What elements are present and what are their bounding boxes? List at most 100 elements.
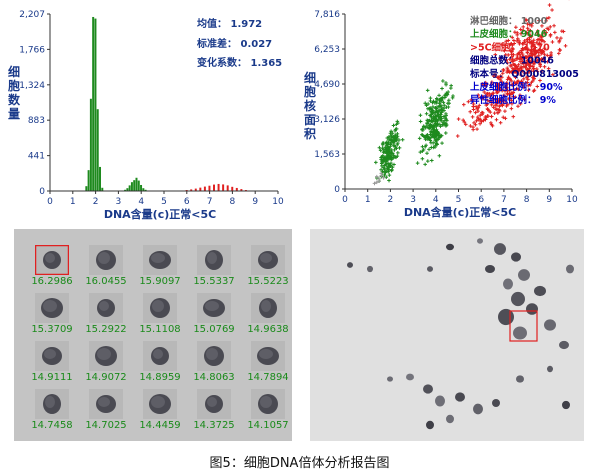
cell-thumbnail[interactable]: 15.9097 — [134, 243, 186, 295]
scatter-point — [444, 123, 449, 127]
scatter-point — [511, 52, 516, 57]
cell-dna-value: 14.8959 — [139, 372, 181, 383]
scatter-point — [440, 86, 444, 91]
scatter-point — [505, 77, 510, 82]
cell-thumbnail[interactable]: 15.1108 — [134, 291, 186, 343]
scatter-point — [552, 23, 556, 28]
scatter-point — [446, 90, 450, 94]
histogram-y-axis-label-4: 量 — [8, 107, 20, 121]
histogram-x-tick-label: 9 — [252, 197, 258, 207]
scatter-point — [475, 107, 479, 111]
cell-thumbnail[interactable]: 14.9072 — [80, 339, 132, 391]
cell-thumbnail[interactable]: 15.3709 — [26, 291, 78, 343]
cell-dna-value: 15.0769 — [193, 324, 235, 335]
scatter-point — [514, 25, 518, 30]
scatter-point — [442, 103, 446, 108]
scatter-point — [509, 98, 514, 103]
scatter-point — [544, 16, 549, 21]
scatter-point — [381, 176, 386, 180]
scatter-point — [394, 122, 399, 127]
scatter-point — [488, 94, 492, 98]
histogram-bar — [240, 189, 243, 191]
scatter-point — [504, 58, 509, 63]
scatter-point — [438, 133, 442, 138]
scatter-point — [530, 49, 534, 54]
scatter-point — [527, 28, 531, 33]
cell-thumbnail[interactable]: 14.7025 — [80, 387, 132, 439]
scatter-point — [503, 116, 508, 121]
cell-thumbnail[interactable]: 14.7458 — [26, 387, 78, 439]
cell-thumbnail[interactable]: 14.7894 — [242, 339, 294, 391]
scatter-point — [427, 137, 432, 141]
scatter-point — [535, 30, 540, 35]
scatter-point — [442, 108, 446, 113]
scatter-point — [481, 95, 486, 100]
scatter-point — [519, 57, 524, 61]
cell-thumbnail[interactable]: 14.8063 — [188, 339, 240, 391]
microscope-cell — [446, 414, 454, 424]
scatter-point — [540, 38, 544, 43]
microscope-cell — [367, 265, 373, 273]
dna-scatter-plot: 细 胞 核 面 积 0 1,563 3,126 4,690 6,253 7,816 0 1 2… — [304, 0, 579, 219]
scatter-point — [463, 122, 468, 127]
cell-thumbnail[interactable]: 16.2986 — [26, 243, 78, 295]
scatter-point — [545, 53, 550, 58]
scatter-point — [516, 79, 520, 83]
scatter-point — [477, 103, 482, 108]
scatter-point — [387, 162, 391, 167]
scatter-point — [434, 106, 439, 111]
scatter-legend-entry: 异性细胞比例： 9% — [470, 94, 556, 106]
scatter-point — [538, 37, 542, 41]
scatter-point — [385, 136, 390, 140]
scatter-point — [418, 113, 423, 118]
cell-thumbnail[interactable]: 15.2922 — [80, 291, 132, 343]
scatter-x-tick-label: 2 — [388, 195, 394, 205]
scatter-point — [491, 91, 495, 95]
scatter-point — [400, 137, 405, 142]
scatter-point — [393, 133, 397, 137]
scatter-point — [524, 55, 528, 60]
scatter-point — [498, 56, 502, 61]
scatter-point — [435, 118, 439, 123]
scatter-y-axis-label-5: 积 — [304, 126, 316, 141]
scatter-point — [539, 57, 544, 61]
cell-thumbnail[interactable]: 14.9111 — [26, 339, 78, 391]
histogram-bar — [87, 170, 90, 191]
cell-thumbnail[interactable]: 14.3725 — [188, 387, 240, 439]
microscope-cell — [547, 365, 553, 373]
scatter-point — [444, 82, 448, 87]
cell-thumbnail[interactable]: 14.1057 — [242, 387, 294, 439]
scatter-point — [476, 116, 481, 121]
scatter-point — [551, 72, 555, 77]
scatter-point — [504, 101, 508, 105]
scatter-point — [483, 117, 488, 122]
scatter-point — [515, 36, 520, 41]
scatter-point — [485, 94, 489, 99]
histogram-bar — [96, 109, 99, 191]
scatter-point — [476, 109, 480, 113]
scatter-x-tick-label: 9 — [546, 195, 552, 205]
scatter-point — [498, 77, 503, 82]
scatter-point — [559, 36, 563, 40]
cell-thumbnail[interactable]: 15.5337 — [188, 243, 240, 295]
cell-thumbnail[interactable]: 15.0769 — [188, 291, 240, 343]
scatter-point — [542, 52, 547, 57]
scatter-point — [522, 97, 527, 102]
cell-thumbnail[interactable]: 14.9638 — [242, 291, 294, 343]
cell-thumbnail[interactable]: 14.8959 — [134, 339, 186, 391]
scatter-point — [389, 129, 393, 134]
cell-dna-value: 14.7025 — [85, 420, 127, 431]
histogram-y-tick-label: 883 — [28, 116, 45, 126]
scatter-point — [441, 79, 445, 83]
cell-thumbnail[interactable]: 14.4459 — [134, 387, 186, 439]
scatter-point — [507, 57, 512, 62]
histogram-bar — [222, 184, 225, 191]
scatter-point — [517, 50, 522, 55]
scatter-point — [509, 106, 514, 111]
cell-thumbnail[interactable]: 16.0455 — [80, 243, 132, 295]
scatter-point — [532, 52, 537, 57]
scatter-y-axis-label-3: 核 — [304, 98, 316, 113]
scatter-point — [555, 36, 559, 40]
cell-dna-value: 14.9111 — [31, 372, 73, 383]
cell-thumbnail[interactable]: 15.5223 — [242, 243, 294, 295]
